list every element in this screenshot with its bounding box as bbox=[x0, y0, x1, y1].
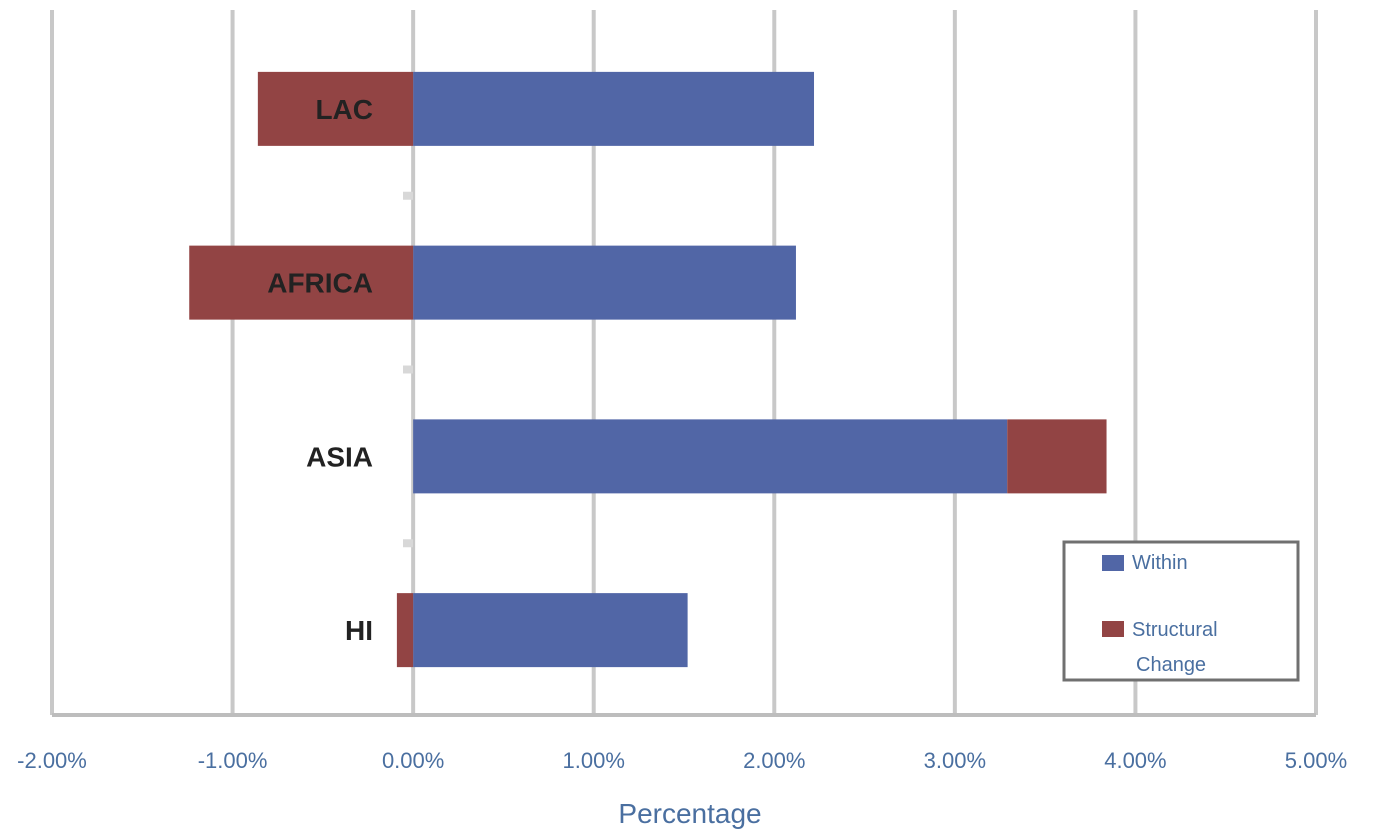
category-label-asia: ASIA bbox=[306, 441, 373, 472]
x-tick-label-0: -2.00% bbox=[17, 748, 87, 773]
bar-africa-structural-change bbox=[189, 245, 414, 320]
legend-label-structural-change-line2: Change bbox=[1136, 654, 1206, 676]
legend-swatch-structural-change bbox=[1102, 621, 1124, 637]
axis-tick-mark-0 bbox=[403, 191, 413, 200]
legend-swatch-within bbox=[1102, 555, 1124, 571]
axis-tick-mark-2 bbox=[403, 539, 413, 548]
bar-lac-structural-change bbox=[257, 71, 414, 146]
legend: Within Structural Change bbox=[1062, 540, 1300, 682]
category-labels: LAC AFRICA ASIA HI bbox=[267, 94, 373, 646]
bar-lac-within bbox=[413, 71, 815, 146]
x-tick-label-4: 2.00% bbox=[743, 748, 805, 773]
x-tick-label-5: 3.00% bbox=[924, 748, 986, 773]
bar-asia-within bbox=[413, 419, 1008, 494]
x-tick-label-2: 0.00% bbox=[382, 748, 444, 773]
bars-group bbox=[189, 71, 1107, 668]
x-tick-label-7: 5.00% bbox=[1285, 748, 1347, 773]
x-tick-label-1: -1.00% bbox=[198, 748, 268, 773]
category-label-lac: LAC bbox=[315, 94, 373, 125]
x-tick-label-3: 1.00% bbox=[563, 748, 625, 773]
bar-hi-within bbox=[413, 593, 688, 668]
category-label-africa: AFRICA bbox=[267, 268, 373, 299]
x-axis-title: Percentage bbox=[618, 798, 761, 829]
bar-africa-within bbox=[413, 245, 796, 320]
x-tick-labels: -2.00% -1.00% 0.00% 1.00% 2.00% 3.00% 4.00% 5.0… bbox=[17, 748, 1347, 773]
legend-label-structural-change-line1: Structural bbox=[1132, 619, 1218, 641]
axis-tick-mark-1 bbox=[403, 365, 413, 374]
category-label-hi: HI bbox=[345, 615, 373, 646]
bar-hi-structural-change bbox=[396, 593, 414, 668]
legend-label-within: Within bbox=[1132, 552, 1188, 574]
bar-asia-structural-change bbox=[1007, 419, 1107, 494]
x-tick-label-6: 4.00% bbox=[1104, 748, 1166, 773]
